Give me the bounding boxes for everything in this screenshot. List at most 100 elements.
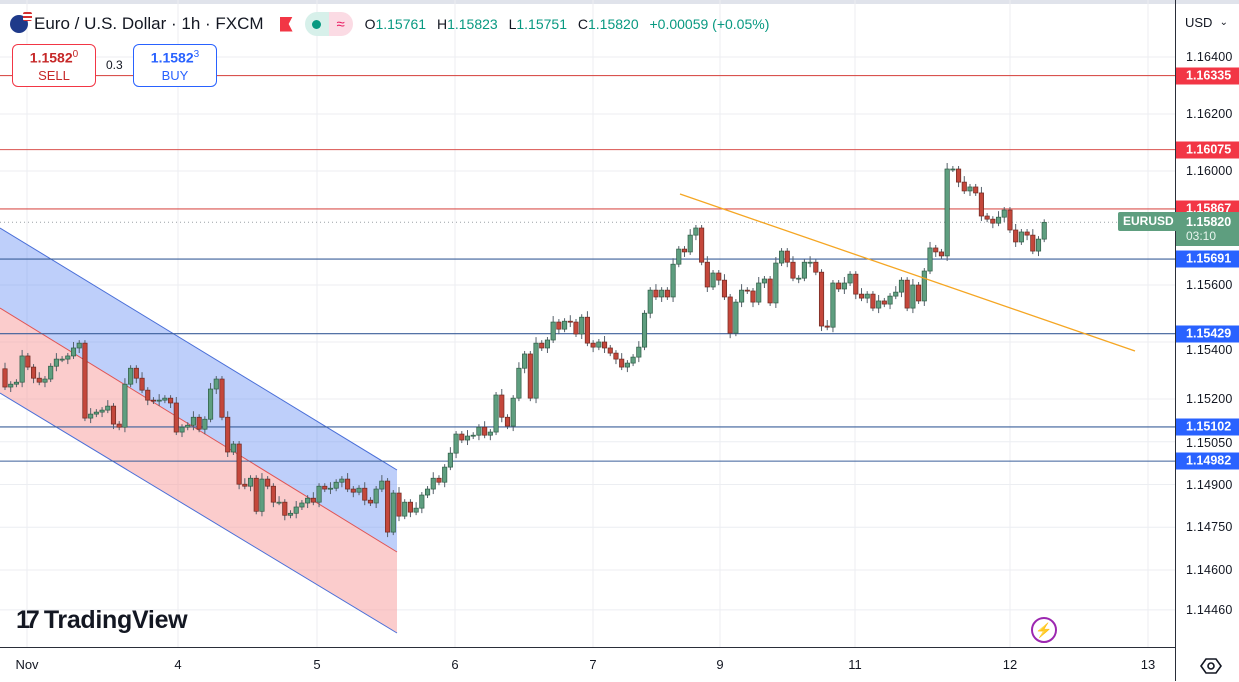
descending-trendline[interactable] — [679, 193, 1136, 352]
close-label: C — [577, 16, 588, 32]
candle — [522, 350, 528, 374]
market-status-pill[interactable]: ≈ — [304, 12, 353, 36]
candle-body-up — [333, 481, 339, 489]
candle-body-up — [208, 388, 214, 420]
symbol-title[interactable]: Euro / U.S. Dollar · 1h · FXCM — [34, 14, 264, 33]
candle — [1007, 207, 1013, 233]
channel-lower-band[interactable] — [0, 308, 397, 633]
candle-body-down — [25, 355, 31, 368]
candle-body-up — [287, 512, 294, 516]
price-axis[interactable] — [1175, 0, 1239, 681]
candle — [601, 336, 608, 353]
candle — [345, 473, 351, 493]
price-tick-label: 1.16000 — [1186, 164, 1233, 178]
candle-body-down — [385, 480, 391, 533]
tradingview-logo[interactable]: 17 TradingView — [16, 606, 188, 635]
candle-body-down — [984, 215, 990, 220]
candle — [916, 282, 922, 304]
lightning-icon[interactable]: ⚡ — [1031, 617, 1057, 643]
time-tick-label: Nov — [15, 657, 39, 672]
resistance-level-label: 1.16075 — [1176, 141, 1239, 159]
candle — [179, 424, 185, 438]
candle — [230, 441, 236, 456]
low-label: L — [508, 16, 517, 32]
sell-button[interactable]: 1.15820 SELL — [12, 44, 96, 87]
candle-body-up — [339, 478, 345, 483]
price-chart[interactable] — [0, 0, 1175, 647]
candles — [2, 163, 1047, 538]
candle-body-down — [973, 186, 979, 194]
settings-gear-icon[interactable] — [1200, 655, 1222, 677]
candle-body-down — [681, 248, 688, 253]
candle — [893, 286, 899, 300]
price-tick-label: 1.14460 — [1186, 602, 1233, 617]
price-tick-label: 1.16200 — [1186, 107, 1233, 121]
candle — [196, 414, 202, 433]
close-value: 1.15820 — [588, 16, 639, 32]
candle — [2, 362, 8, 391]
candle — [396, 487, 402, 522]
channel-upper-band[interactable] — [0, 228, 397, 552]
support-level-label: 1.14982 — [1176, 452, 1239, 470]
candle-body-down — [573, 321, 579, 335]
candle — [65, 352, 71, 365]
candle-body-down — [744, 289, 750, 292]
buy-price: 1.1582 — [150, 49, 194, 66]
candle-body-down — [613, 352, 619, 360]
channel-mid-line[interactable] — [0, 307, 398, 553]
candle — [379, 475, 385, 493]
candle-body-down — [407, 501, 413, 513]
candle — [373, 486, 379, 509]
candle — [853, 271, 859, 300]
symbol-tag: EURUSD — [1118, 212, 1179, 232]
candle-body-up — [185, 424, 191, 428]
candle-body-up — [579, 316, 585, 335]
regression-channel[interactable] — [0, 227, 398, 634]
channel-lower-line[interactable] — [0, 392, 398, 634]
candle-body-down — [2, 368, 8, 388]
channel-upper-line[interactable] — [0, 227, 398, 471]
candle-body-up — [305, 497, 311, 504]
time-axis[interactable]: Nov 4 5 6 7 9 11 12 13 — [0, 647, 1175, 682]
candle — [93, 409, 99, 418]
candle-body-up — [424, 488, 431, 496]
candle — [590, 340, 596, 353]
currency-selector[interactable]: USD ⌄ — [1178, 8, 1234, 38]
candle-body-up — [773, 262, 779, 304]
candle-body-down — [704, 261, 710, 288]
price-tick-label: 1.14600 — [1186, 563, 1233, 577]
tv-logo-mark-icon: 17 — [16, 606, 40, 634]
candle-body-down — [870, 293, 876, 309]
candle-body-down — [784, 250, 790, 263]
candle-body-up — [88, 413, 94, 419]
candle — [1041, 219, 1047, 243]
candle — [156, 394, 162, 406]
candle — [699, 225, 705, 266]
candle-body-down — [619, 358, 625, 368]
candle-body-up — [93, 411, 99, 415]
candle-body-up — [128, 367, 134, 385]
candle-body-up — [624, 362, 630, 368]
candle — [265, 476, 271, 490]
buy-button[interactable]: 1.15823 BUY — [133, 44, 217, 87]
candle-body-down — [265, 478, 271, 487]
candle — [636, 341, 642, 363]
red-flag-icon[interactable] — [279, 16, 293, 32]
candle — [276, 496, 282, 506]
candle-body-down — [459, 433, 465, 441]
candle — [76, 340, 82, 353]
candle-body-up — [419, 494, 425, 509]
candle — [116, 421, 122, 431]
candle-body-down — [322, 485, 328, 490]
candle-body-up — [379, 480, 385, 490]
symbol-header: Euro / U.S. Dollar · 1h · FXCM ≈ O1.1576… — [10, 12, 776, 36]
candle — [927, 241, 933, 275]
candle-body-up — [1041, 221, 1047, 240]
candle — [876, 294, 882, 314]
candle — [499, 389, 505, 423]
candle — [653, 284, 659, 300]
candle — [670, 258, 676, 302]
candle — [818, 269, 825, 332]
candle — [533, 337, 539, 404]
candle-body-up — [259, 478, 265, 512]
